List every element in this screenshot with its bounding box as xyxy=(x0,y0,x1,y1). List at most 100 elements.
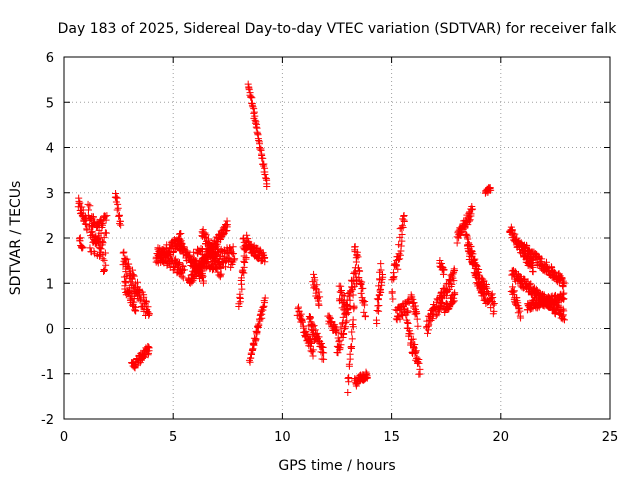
y-axis-label: SDTVAR / TECUs xyxy=(8,181,24,296)
data-point xyxy=(353,251,361,259)
data-point xyxy=(315,288,323,296)
data-point xyxy=(348,335,356,343)
data-point xyxy=(398,222,406,230)
data-point xyxy=(208,245,216,253)
data-point xyxy=(529,268,537,276)
data-point xyxy=(318,343,326,351)
data-point xyxy=(451,289,459,297)
data-point xyxy=(389,295,397,303)
data-point xyxy=(409,295,417,303)
data-point xyxy=(413,315,421,323)
data-point xyxy=(205,240,213,248)
data-point xyxy=(336,344,344,352)
data-point xyxy=(339,313,347,321)
data-point xyxy=(145,310,153,318)
y-tick-label: 0 xyxy=(46,323,54,338)
data-point xyxy=(129,266,137,274)
data-point xyxy=(449,270,457,278)
data-point xyxy=(360,308,368,316)
data-point xyxy=(451,266,459,274)
data-point xyxy=(101,249,109,257)
y-tick-label: 5 xyxy=(46,96,54,111)
y-tick-label: 6 xyxy=(46,51,54,66)
data-point xyxy=(375,282,383,290)
data-point xyxy=(345,373,353,381)
data-point xyxy=(349,323,357,331)
data-point xyxy=(189,267,197,275)
data-point xyxy=(400,211,408,219)
x-tick-label: 0 xyxy=(60,430,68,445)
data-point xyxy=(252,123,260,131)
data-point xyxy=(261,258,269,266)
data-point xyxy=(197,265,205,273)
data-point xyxy=(247,93,255,101)
data-point xyxy=(230,256,238,264)
x-axis-label: GPS time / hours xyxy=(278,458,395,474)
data-point xyxy=(340,330,348,338)
data-point xyxy=(415,359,423,367)
data-point xyxy=(465,239,473,247)
y-tick-label: 2 xyxy=(46,232,54,247)
data-point xyxy=(79,243,87,251)
data-point xyxy=(377,266,385,274)
data-point xyxy=(144,303,152,311)
data-point xyxy=(248,100,256,108)
data-point xyxy=(523,242,531,250)
data-point xyxy=(532,285,540,293)
data-point xyxy=(227,263,235,271)
data-point xyxy=(359,297,367,305)
data-point xyxy=(561,316,569,324)
data-point xyxy=(295,303,303,311)
data-point xyxy=(308,348,316,356)
data-point xyxy=(440,266,448,274)
data-point xyxy=(263,180,271,188)
data-point xyxy=(125,260,133,268)
data-point xyxy=(448,280,456,288)
data-point xyxy=(337,341,345,349)
data-point xyxy=(316,293,324,301)
data-point xyxy=(237,274,245,282)
data-point xyxy=(102,229,110,237)
data-point xyxy=(409,335,417,343)
data-point xyxy=(215,262,223,270)
data-point xyxy=(223,221,231,229)
data-point xyxy=(538,255,546,263)
data-point xyxy=(122,279,130,287)
data-point xyxy=(344,374,352,382)
data-point xyxy=(358,278,366,286)
data-point xyxy=(396,255,404,263)
data-points xyxy=(74,80,569,396)
data-point xyxy=(252,335,260,343)
data-point xyxy=(483,287,491,295)
data-point xyxy=(357,289,365,297)
data-point xyxy=(130,272,138,280)
data-point xyxy=(509,288,517,296)
data-point xyxy=(403,318,411,326)
data-point xyxy=(238,285,246,293)
data-point xyxy=(320,349,328,357)
data-point xyxy=(510,287,518,295)
data-point xyxy=(378,281,386,289)
data-point xyxy=(352,270,360,278)
data-point xyxy=(229,243,237,251)
data-point xyxy=(142,298,150,306)
data-point xyxy=(424,329,432,337)
data-point xyxy=(308,339,316,347)
data-point xyxy=(123,255,131,263)
data-point xyxy=(121,259,129,267)
data-point xyxy=(398,230,406,238)
data-point xyxy=(76,234,84,242)
data-point xyxy=(145,311,153,319)
data-point xyxy=(341,309,349,317)
y-tick-label: -2 xyxy=(41,413,54,428)
data-point xyxy=(410,299,418,307)
data-point xyxy=(469,205,477,213)
data-point xyxy=(116,217,124,225)
data-point xyxy=(113,194,121,202)
data-point xyxy=(489,301,497,309)
data-point xyxy=(130,295,138,303)
x-tick-label: 15 xyxy=(383,430,400,445)
data-point xyxy=(344,305,352,313)
data-point xyxy=(178,239,186,247)
data-point xyxy=(347,343,355,351)
